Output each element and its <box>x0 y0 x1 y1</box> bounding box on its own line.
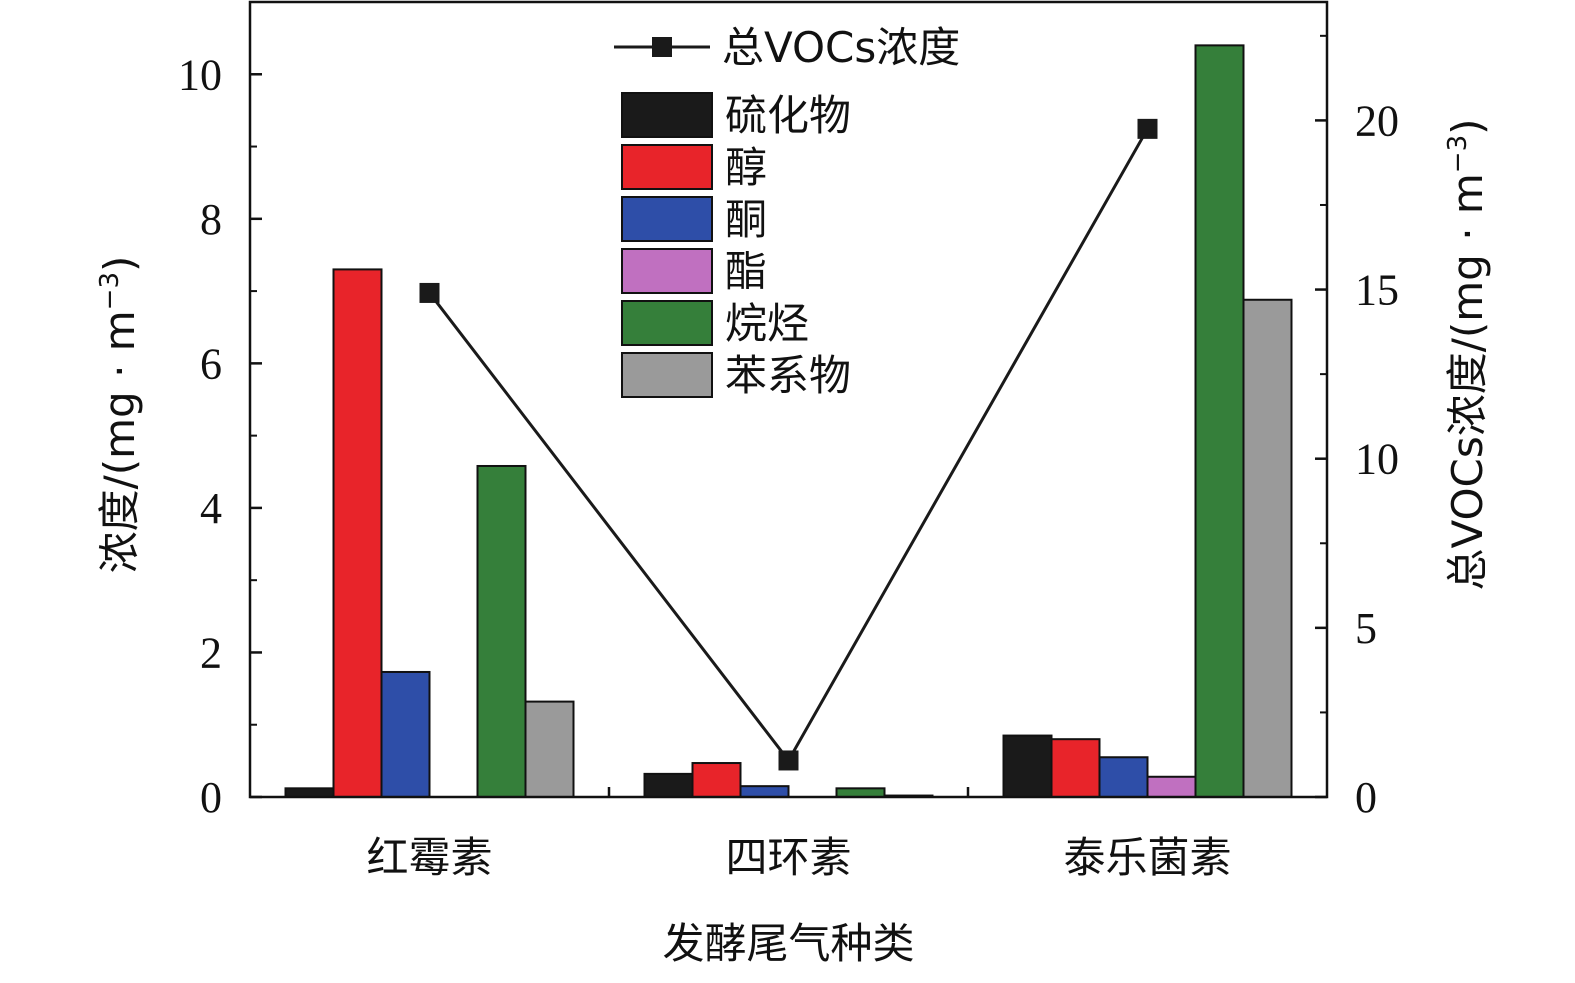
legend-line-marker <box>652 37 672 57</box>
legend-swatch <box>621 92 713 138</box>
bar <box>1194 44 1245 798</box>
legend-swatch <box>621 352 713 398</box>
x-tick-label: 四环素 <box>725 833 851 882</box>
y2-axis-title-main: 总VOCs浓度/(mg · m <box>1443 173 1492 590</box>
total-voc-line-layer <box>419 118 1158 771</box>
bar <box>476 464 527 798</box>
y-tick-label: 0 <box>200 773 222 822</box>
bar <box>332 268 383 798</box>
bars-layer <box>284 44 1293 799</box>
axes-layer: 0 2 4 6 8 10 0 5 10 15 20 红霉素 四环素 泰乐菌素 <box>178 34 1399 882</box>
y-axis-title-main: 浓度/(mg · m <box>95 310 144 573</box>
legend-label: 酮 <box>725 195 767 244</box>
legend-label: 总VOCs浓度 <box>722 23 960 72</box>
bar <box>691 762 742 798</box>
bar <box>284 787 335 798</box>
bar <box>380 670 431 799</box>
bar <box>643 772 694 799</box>
y-tick-label: 10 <box>178 50 222 99</box>
legend-swatch <box>621 144 713 190</box>
y2-axis-title-sup: −3 <box>1443 135 1473 173</box>
y2-axis-title-close: ) <box>1443 118 1492 134</box>
y-axis-title-sup: −3 <box>95 272 125 310</box>
bar <box>524 700 575 798</box>
legend-swatch <box>621 300 713 346</box>
x-axis-title: 发酵尾气种类 <box>662 919 914 968</box>
total-voc-point <box>1137 118 1158 139</box>
y-axis-title: 浓度/(mg · m−3) <box>95 256 144 574</box>
y2-tick-label: 5 <box>1355 604 1377 653</box>
legend-swatch <box>621 196 713 242</box>
y2-tick-label: 0 <box>1355 773 1377 822</box>
y2-tick-label: 15 <box>1355 266 1399 315</box>
bar <box>1002 734 1053 798</box>
legend-label: 硫化物 <box>725 91 851 140</box>
legend-label: 苯系物 <box>725 351 851 400</box>
legend-label: 烷烃 <box>725 299 809 348</box>
y-tick-label: 8 <box>200 195 222 244</box>
y-tick-label: 6 <box>200 339 222 388</box>
legend-label: 酯 <box>725 247 767 296</box>
plot-frame <box>248 0 1329 799</box>
y2-tick-label: 10 <box>1355 435 1399 484</box>
bar <box>1146 775 1197 798</box>
y2-axis-title: 总VOCs浓度/(mg · m−3) <box>1443 118 1492 590</box>
y-tick-label: 4 <box>200 484 222 533</box>
bar <box>1050 738 1101 799</box>
legend-swatch <box>621 248 713 294</box>
x-tick-label: 泰乐菌素 <box>1063 833 1231 882</box>
total-voc-line <box>428 128 1149 764</box>
legend-label: 醇 <box>725 143 767 192</box>
y-tick-label: 2 <box>200 628 222 677</box>
x-tick-label: 红霉素 <box>366 833 492 882</box>
total-voc-point <box>419 282 440 303</box>
y-axis-title-close: ) <box>95 256 144 272</box>
bar <box>1242 298 1293 798</box>
total-voc-point <box>778 750 799 771</box>
bar <box>1098 756 1149 798</box>
bar <box>739 785 790 799</box>
bar <box>835 787 886 798</box>
y2-tick-label: 20 <box>1355 96 1399 145</box>
